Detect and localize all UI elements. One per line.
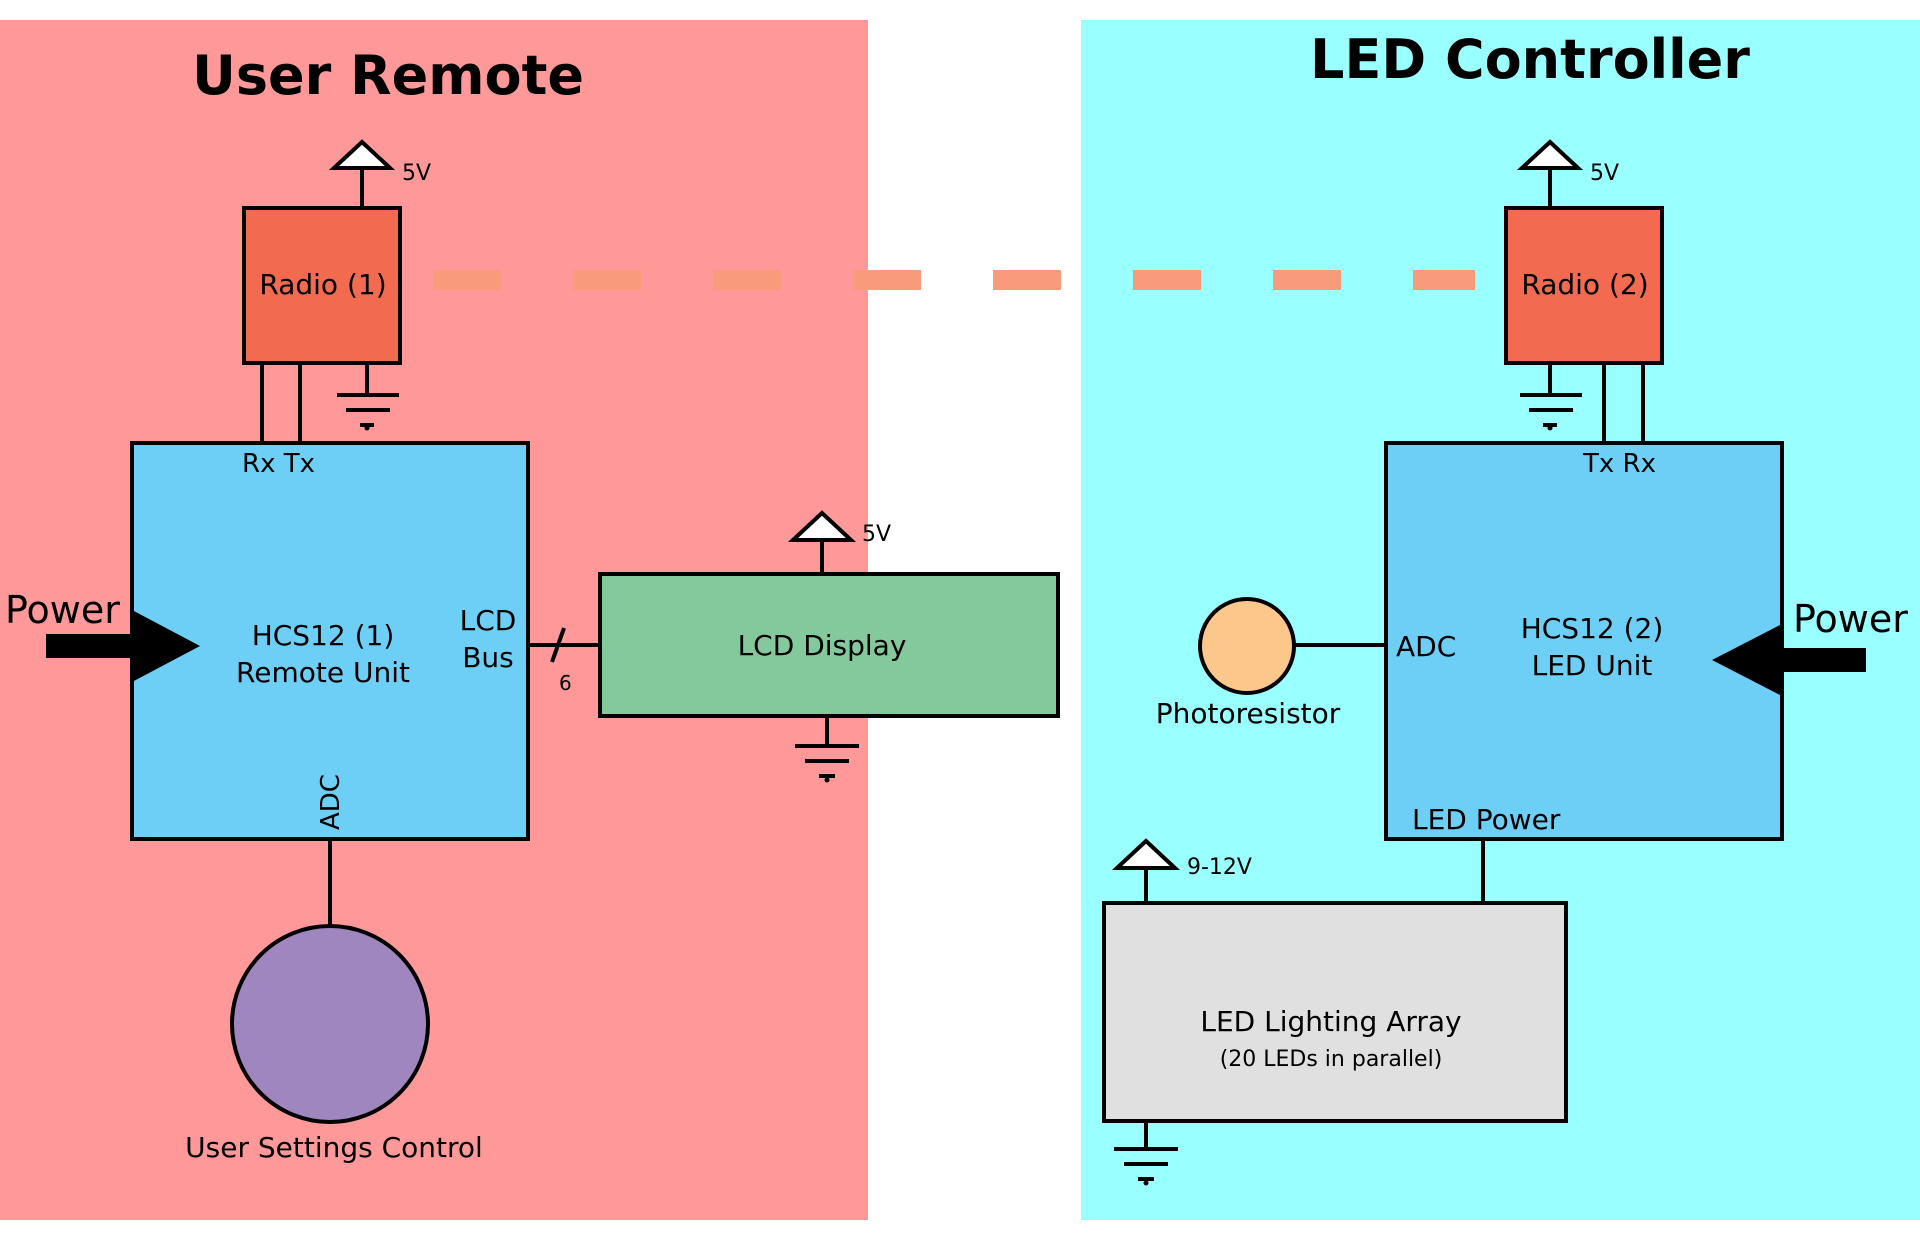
led-controller-title: LED Controller — [1310, 28, 1750, 91]
radio2-supply-symbol — [1516, 139, 1584, 208]
hcs12-remote-box — [130, 441, 530, 841]
radio1-supply-label: 5V — [402, 161, 431, 186]
user-settings-control — [230, 924, 430, 1124]
hcs12-remote-line2: Remote Unit — [236, 656, 410, 689]
radio1-ground-symbol — [337, 363, 399, 431]
lcd-ground-symbol — [795, 716, 859, 783]
radio2-box — [1504, 206, 1664, 365]
led-array-label: LED Lighting Array — [1200, 1005, 1461, 1038]
remote-rx-tx-label: Rx Tx — [242, 449, 315, 479]
lcd-supply-label: 5V — [862, 522, 891, 547]
lcd-display-label: LCD Display — [738, 629, 907, 662]
radio1-supply-symbol — [328, 139, 396, 208]
led-array-sublabel: (20 LEDs in parallel) — [1220, 1047, 1443, 1072]
controller-tx-rx-label: Tx Rx — [1582, 449, 1656, 479]
photoresistor-label: Photoresistor — [1156, 697, 1341, 730]
user-settings-control-label: User Settings Control — [185, 1131, 483, 1164]
controller-power-arrow — [1712, 624, 1866, 696]
remote-power-label: Power — [5, 588, 120, 632]
controller-power-label: Power — [1793, 597, 1908, 641]
hcs12-remote-line1: HCS12 (1) — [252, 619, 395, 652]
photoresistor — [1198, 597, 1296, 695]
led-array-supply-label: 9-12V — [1187, 855, 1252, 880]
radio2-label: Radio (2) — [1521, 268, 1648, 301]
radio2-ground-symbol — [1520, 363, 1582, 431]
lcd-display-box — [598, 572, 1060, 718]
hcs12-led-box — [1384, 441, 1784, 841]
hcs12-led-line1: HCS12 (2) — [1521, 612, 1664, 645]
lcd-bus-width: 6 — [559, 671, 572, 695]
led-array-supply-symbol — [1111, 838, 1181, 903]
remote-power-arrow — [46, 610, 200, 682]
lcd-supply-symbol — [787, 510, 857, 574]
radio1-label: Radio (1) — [259, 268, 386, 301]
radio2-supply-label: 5V — [1590, 161, 1619, 186]
remote-adc-label: ADC — [316, 774, 346, 830]
hcs12-led-line2: LED Unit — [1532, 649, 1653, 682]
led-array-ground-symbol — [1114, 1121, 1178, 1186]
controller-adc-label: ADC — [1396, 630, 1456, 663]
lcd-bus-slash — [550, 627, 566, 663]
led-power-label: LED Power — [1412, 803, 1561, 836]
lcd-bus-label-line2: Bus — [462, 641, 514, 674]
led-array-box — [1102, 901, 1568, 1123]
user-remote-title: User Remote — [192, 44, 584, 107]
radio1-box — [242, 206, 402, 365]
lcd-bus-label-line1: LCD — [460, 604, 517, 637]
